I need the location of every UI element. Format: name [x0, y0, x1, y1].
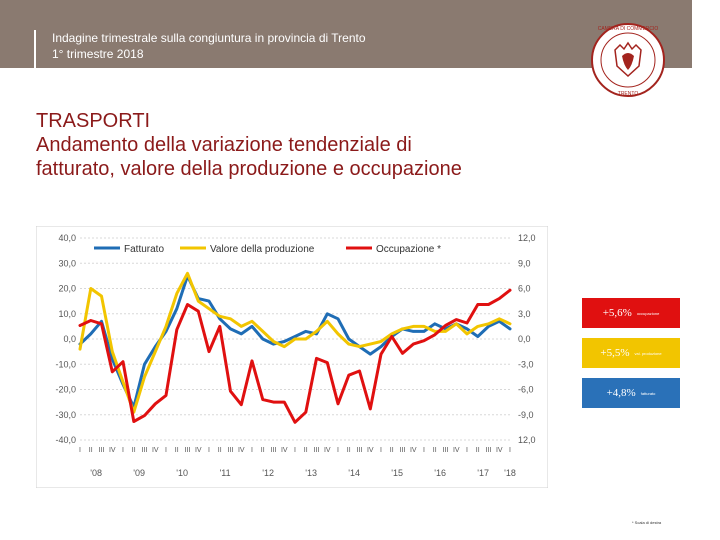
quarter-mark: II	[433, 447, 437, 454]
quarter-mark: IV	[152, 447, 159, 454]
y-right-tick-label: -9,0	[518, 410, 534, 420]
produzione-callout: +5,5% val. produzione	[582, 338, 680, 368]
occupazione-callout-value: +5,6%	[602, 307, 632, 319]
quarter-mark: III	[271, 447, 277, 454]
y-right-tick-label: 9,0	[518, 258, 531, 268]
quarter-mark: IV	[496, 447, 503, 454]
title-line-2: Andamento della variazione tendenziale d…	[36, 134, 412, 156]
year-label: '15	[391, 468, 403, 478]
quarter-mark: II	[476, 447, 480, 454]
quarter-mark: II	[218, 447, 222, 454]
footnote: * Scala di destra	[632, 520, 662, 525]
quarter-mark: I	[208, 447, 210, 454]
quarter-mark: III	[99, 447, 105, 454]
year-label: '11	[220, 468, 231, 478]
y-left-tick-label: 40,0	[58, 233, 76, 243]
year-label: '14	[348, 468, 360, 478]
year-label: '13	[305, 468, 317, 478]
quarter-mark: IV	[410, 447, 417, 454]
title-line-1: TRASPORTI	[36, 110, 151, 132]
quarter-mark: II	[390, 447, 394, 454]
occupazione-line	[78, 288, 512, 424]
quarter-mark: III	[443, 447, 449, 454]
quarter-mark: III	[357, 447, 363, 454]
quarter-mark: I	[466, 447, 468, 454]
quarter-mark: IV	[238, 447, 245, 454]
year-label: '16	[434, 468, 446, 478]
quarter-mark: I	[251, 447, 253, 454]
fatturato-line	[78, 274, 512, 409]
y-right-tick-label: 12,0	[518, 233, 536, 243]
svg-text:TRENTO: TRENTO	[618, 91, 639, 97]
chart-frame	[36, 226, 548, 488]
year-label: '09	[133, 468, 145, 478]
y-right-tick-label: -6,0	[518, 385, 534, 395]
quarter-mark: II	[89, 447, 93, 454]
year-label: '08	[90, 468, 102, 478]
page-title: TRASPORTI Andamento della variazione ten…	[36, 109, 676, 181]
year-label: '18	[504, 468, 516, 478]
quarter-mark: III	[185, 447, 191, 454]
camera-di-commercio-seal-icon: CAMERA DI COMMERCIO TRENTO	[591, 23, 665, 97]
quarter-mark: IV	[109, 447, 116, 454]
quarter-mark: III	[314, 447, 320, 454]
occupazione-callout-label: occupazione	[636, 310, 660, 316]
header-band	[0, 0, 692, 68]
y-left-tick-label: 10,0	[58, 309, 76, 319]
quarter-mark: II	[132, 447, 136, 454]
quarter-mark: III	[400, 447, 406, 454]
fatturato-callout-value: +4,8%	[606, 387, 636, 399]
quarter-mark: II	[347, 447, 351, 454]
header-subtitle: 1° trimestre 2018	[52, 47, 144, 61]
quarter-mark: I	[294, 447, 296, 454]
quarter-mark: IV	[195, 447, 202, 454]
y-left-tick-label: -40,0	[55, 435, 76, 445]
legend-occupazione-label: Occupazione *	[376, 244, 441, 255]
fatturato-callout-label: fatturato	[640, 390, 656, 396]
produzione-callout-value: +5,5%	[600, 347, 630, 359]
quarter-mark: I	[79, 447, 81, 454]
fatturato-callout: +4,8% fatturato	[582, 378, 680, 408]
quarter-mark: II	[261, 447, 265, 454]
legend-produzione-label: Valore della produzione	[210, 244, 315, 255]
quarter-mark: II	[175, 447, 179, 454]
title-line-3: fatturato, valore della produzione e occ…	[36, 158, 462, 180]
header-title: Indagine trimestrale sulla congiuntura i…	[52, 31, 366, 45]
quarter-mark: III	[486, 447, 492, 454]
quarter-mark: I	[165, 447, 167, 454]
y-left-tick-label: -10,0	[55, 359, 76, 369]
quarter-mark: III	[142, 447, 148, 454]
line-chart: 40,0 30,0 20,0 10,0 0,0 -10,0 -20,0 -30,0 -40,0 1…	[36, 226, 548, 488]
quarter-mark: IV	[453, 447, 460, 454]
y-right-tick-label: 3,0	[518, 309, 531, 319]
svg-text:CAMERA DI COMMERCIO: CAMERA DI COMMERCIO	[598, 26, 659, 32]
quarter-mark: I	[380, 447, 382, 454]
occupazione-callout: +5,6% occupazione	[582, 298, 680, 328]
quarter-mark: IV	[281, 447, 288, 454]
quarter-mark: III	[228, 447, 234, 454]
quarter-mark: I	[122, 447, 124, 454]
year-label: '12	[262, 468, 274, 478]
header-divider	[34, 30, 36, 68]
quarter-mark: IV	[367, 447, 374, 454]
year-label: '17	[477, 468, 489, 478]
y-right-tick-label: 6,0	[518, 284, 531, 294]
legend-fatturato-label: Fatturato	[124, 244, 164, 255]
y-left-tick-label: -20,0	[55, 385, 76, 395]
y-right-tick-label: 0,0	[518, 334, 531, 344]
quarter-mark: IV	[324, 447, 331, 454]
y-left-tick-label: 20,0	[58, 284, 76, 294]
year-label: '10	[176, 468, 188, 478]
quarter-mark: I	[509, 447, 511, 454]
y-right-tick-label: -3,0	[518, 359, 534, 369]
y-right-tick-label: 12,0	[518, 435, 536, 445]
produzione-callout-label: val. produzione	[634, 350, 662, 356]
quarter-mark: I	[337, 447, 339, 454]
y-left-tick-label: 30,0	[58, 258, 76, 268]
y-left-tick-label: 0,0	[63, 334, 76, 344]
quarter-mark: I	[423, 447, 425, 454]
y-left-tick-label: -30,0	[55, 410, 76, 420]
quarter-mark: II	[304, 447, 308, 454]
